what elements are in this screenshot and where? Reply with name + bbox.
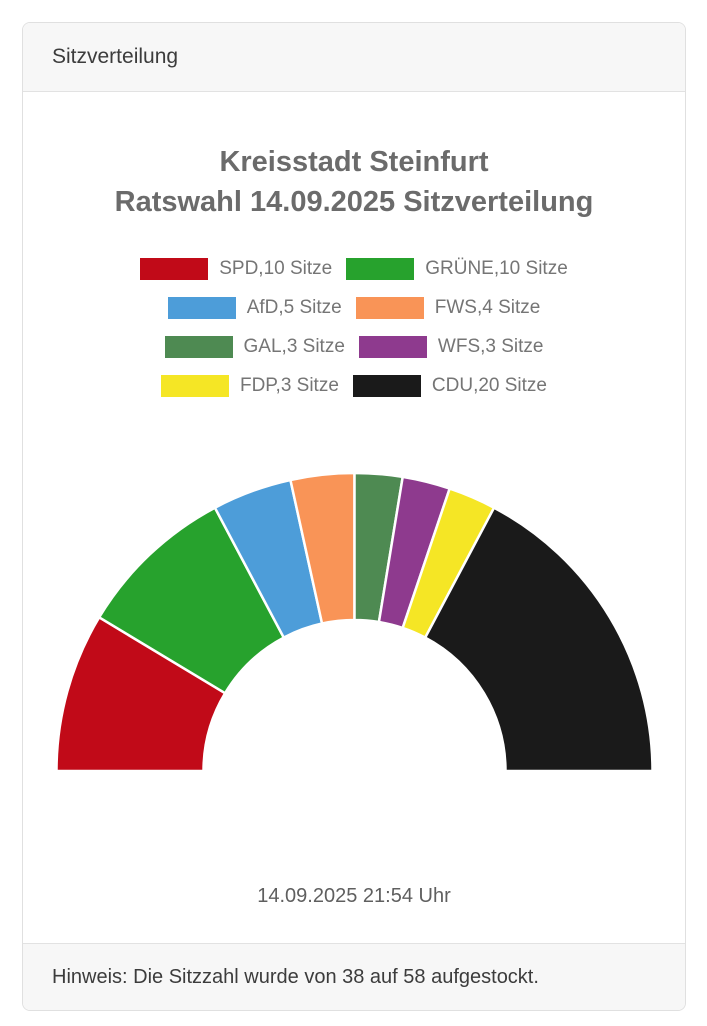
- card-header: Sitzverteilung: [23, 23, 685, 92]
- legend-label: SPD,10 Sitze: [219, 258, 333, 279]
- legend-swatch-fdp: [160, 375, 229, 397]
- legend-row: FDP,3 Sitze CDU,20 Sitze: [23, 375, 685, 397]
- seat-arc-chart: [55, 471, 654, 773]
- card-footer: Hinweis: Die Sitzzahl wurde von 38 auf 5…: [23, 943, 685, 1010]
- legend-row: SPD,10 Sitze GRÜNE,10 Sitze: [23, 258, 685, 280]
- legend-item-cdu: CDU,20 Sitze: [352, 375, 548, 397]
- footer-note: Hinweis: Die Sitzzahl wurde von 38 auf 5…: [52, 966, 539, 988]
- legend-item-gal: GAL,3 Sitze: [164, 336, 345, 358]
- legend-label: AfD,5 Sitze: [246, 297, 342, 318]
- legend-swatch-afd: [167, 297, 236, 319]
- card-header-title: Sitzverteilung: [52, 45, 179, 68]
- legend-swatch-fws: [355, 297, 424, 319]
- chart-title-line1: Kreisstadt Steinfurt: [219, 146, 489, 178]
- legend-swatch-wfs: [358, 336, 427, 358]
- timestamp: 14.09.2025 21:54 Uhr: [257, 885, 451, 907]
- legend-item-wfs: WFS,3 Sitze: [358, 336, 544, 358]
- legend-label: FDP,3 Sitze: [239, 375, 339, 396]
- legend-label: GAL,3 Sitze: [243, 336, 345, 357]
- legend-swatch-cdu: [352, 375, 421, 397]
- card-body: Kreisstadt Steinfurt Ratswahl 14.09.2025…: [23, 92, 685, 943]
- legend-item-gruene: GRÜNE,10 Sitze: [346, 258, 568, 280]
- legend-label: WFS,3 Sitze: [437, 336, 544, 357]
- legend-swatch-gal: [164, 336, 233, 358]
- legend-row: AfD,5 Sitze FWS,4 Sitze: [23, 297, 685, 319]
- legend: SPD,10 Sitze GRÜNE,10 Sitze AfD,5 Sitze FWS…: [23, 258, 685, 397]
- arc-segment-cdu: [423, 506, 654, 773]
- legend-item-fws: FWS,4 Sitze: [355, 297, 541, 319]
- legend-label: GRÜNE,10 Sitze: [425, 258, 568, 279]
- legend-row: GAL,3 Sitze WFS,3 Sitze: [23, 336, 685, 358]
- seat-distribution-card: Sitzverteilung Kreisstadt Steinfurt Rats…: [22, 22, 686, 1011]
- legend-item-spd: SPD,10 Sitze: [140, 258, 332, 280]
- legend-label: FWS,4 Sitze: [434, 297, 541, 318]
- legend-swatch-gruene: [346, 258, 415, 280]
- legend-item-fdp: FDP,3 Sitze: [160, 375, 339, 397]
- chart-title: Kreisstadt Steinfurt Ratswahl 14.09.2025…: [23, 142, 685, 222]
- chart-title-line2: Ratswahl 14.09.2025 Sitzverteilung: [114, 186, 594, 218]
- legend-swatch-spd: [140, 258, 209, 280]
- legend-label: CDU,20 Sitze: [431, 375, 548, 396]
- legend-item-afd: AfD,5 Sitze: [167, 297, 342, 319]
